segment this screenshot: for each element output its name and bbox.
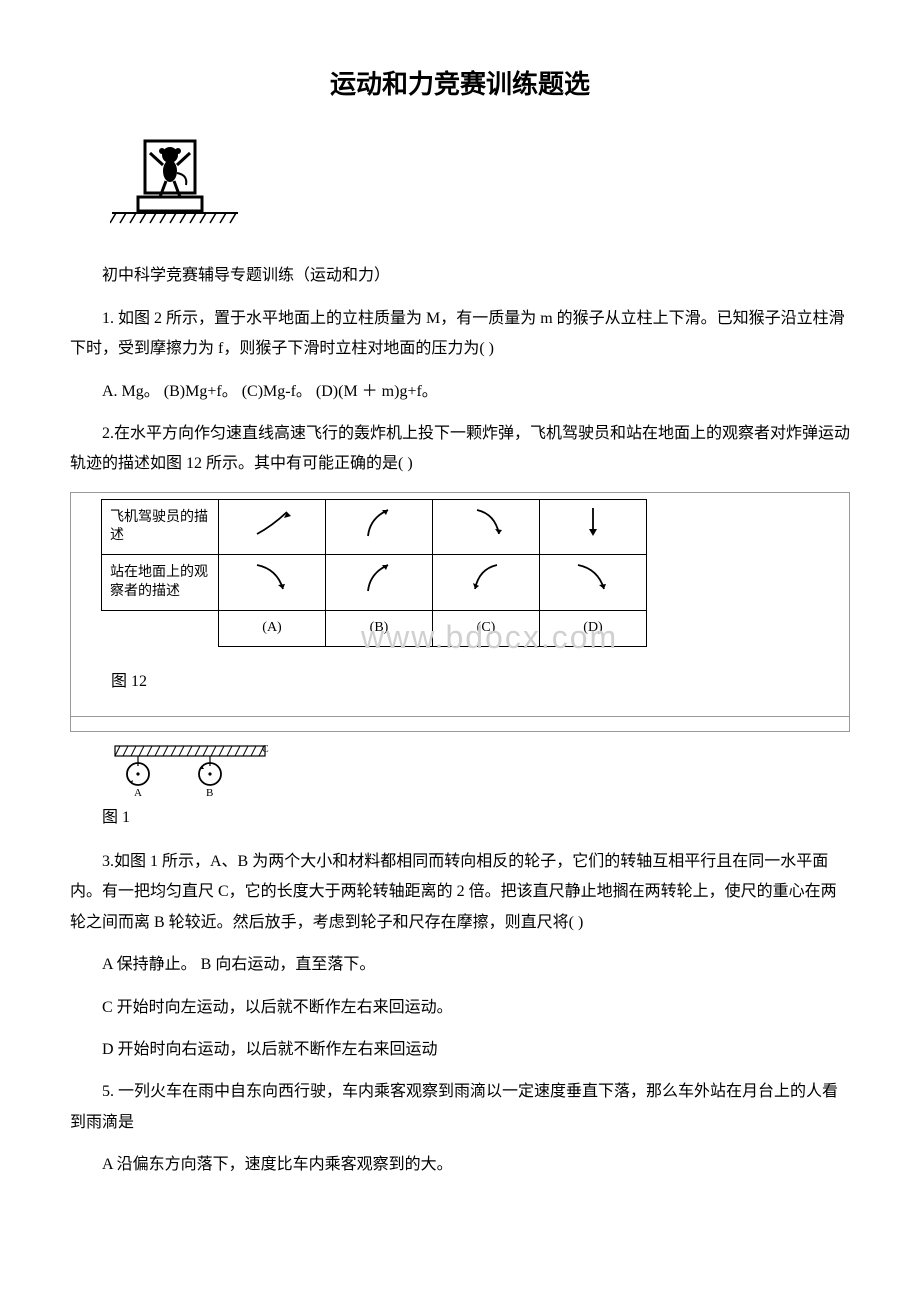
q5-option-a: A 沿偏东方向落下，速度比车内乘客观察到的大。 [70, 1150, 850, 1180]
q5-text: 5. 一列火车在雨中自东向西行驶，车内乘客观察到雨滴以一定速度垂直下落，那么车外… [70, 1077, 850, 1138]
q2-text: 2.在水平方向作匀速直线高速飞行的轰炸机上投下一颗炸弹，飞机驾驶员和站在地面上的… [70, 419, 850, 480]
q3-option-ab: A 保持静止。 B 向右运动，直至落下。 [70, 950, 850, 980]
q1-options: A. Mg。 (B)Mg+f。 (C)Mg-f。 (D)(M ＋ m)g+f。 [70, 377, 850, 407]
fig12-letter-a: (A) [219, 610, 326, 646]
svg-text:C: C [262, 744, 269, 755]
fig12-row1-label: 飞机驾驶员的描述 [102, 499, 219, 555]
fig12-letter-b: (B) [326, 610, 433, 646]
fig12-row2-label: 站在地面上的观察者的描述 [102, 555, 219, 611]
fig12-caption: 图 12 [111, 667, 839, 697]
fig12-bottom-strip [71, 716, 849, 717]
figure-monkey [110, 139, 240, 249]
figure-1: C A B [110, 744, 280, 799]
q3-option-c: C 开始时向左运动，以后就不断作左右来回运动。 [70, 993, 850, 1023]
q1-text: 1. 如图 2 所示，置于水平地面上的立柱质量为 M，有一质量为 m 的猴子从立… [70, 304, 850, 365]
intro-text: 初中科学竞赛辅导专题训练（运动和力） [70, 261, 850, 291]
svg-text:B: B [206, 787, 213, 799]
q3-option-d: D 开始时向右运动，以后就不断作左右来回运动 [70, 1035, 850, 1065]
page-title: 运动和力竞赛训练题选 [70, 60, 850, 109]
fig12-d-ground [540, 555, 647, 611]
fig12-c-ground [433, 555, 540, 611]
fig12-c-pilot [433, 499, 540, 555]
fig12-a-pilot [219, 499, 326, 555]
svg-text:A: A [134, 787, 142, 799]
fig12-letter-d: (D) [540, 610, 647, 646]
fig12-b-pilot [326, 499, 433, 555]
fig12-b-ground [326, 555, 433, 611]
figure-12-table: 飞机驾驶员的描述 站在地面上的观察者的描述 [101, 499, 647, 647]
fig12-empty [102, 610, 219, 646]
fig12-a-ground [219, 555, 326, 611]
fig12-d-pilot [540, 499, 647, 555]
q3-text: 3.如图 1 所示，A、B 为两个大小和材料都相同而转向相反的轮子，它们的转轴互… [70, 847, 850, 938]
fig12-letter-c: (C) [433, 610, 540, 646]
fig1-caption: 图 1 [70, 803, 850, 833]
figure-12-box: 飞机驾驶员的描述 站在地面上的观察者的描述 [70, 492, 850, 732]
